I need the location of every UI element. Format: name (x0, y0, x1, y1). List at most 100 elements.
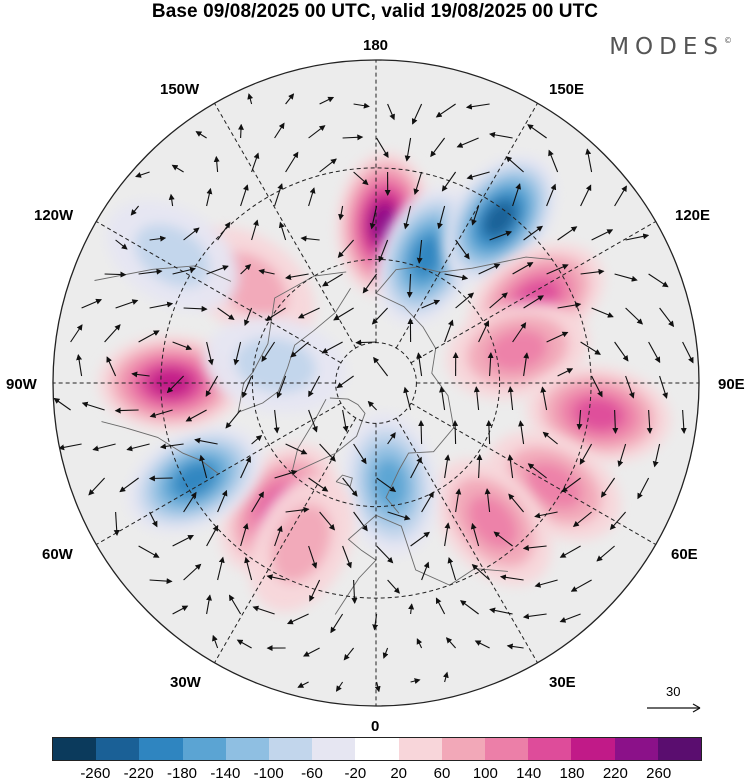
wind-arrow (265, 307, 286, 321)
lon-label-120e: 120E (675, 207, 711, 224)
wind-arrow (244, 307, 253, 327)
wind-arrow (172, 535, 194, 547)
wind-arrow (410, 678, 421, 684)
wind-arrow (183, 227, 200, 241)
wind-arrow (455, 239, 470, 260)
wind-arrow (445, 637, 457, 649)
wind-arrow (228, 594, 242, 615)
wind-arrow (591, 375, 603, 398)
wind-arrow (585, 148, 593, 173)
wind-arrow (126, 443, 150, 452)
wind-arrow (206, 265, 229, 275)
wind-arrow (308, 187, 316, 207)
wind-arrow (559, 545, 581, 558)
wind-arrow (76, 354, 83, 377)
wind-arrow (273, 409, 280, 434)
wind-arrow (308, 545, 318, 569)
wind-arrow (625, 375, 635, 399)
wind-arrow (274, 122, 285, 139)
wind-arrow (473, 386, 480, 411)
wind-arrow (355, 339, 377, 346)
latitude-circle (160, 167, 592, 599)
wind-arrow (149, 301, 174, 309)
coastline (291, 397, 366, 475)
wind-arrow (600, 477, 616, 498)
wind-arrow (421, 491, 434, 513)
wind-arrow (290, 341, 309, 358)
wind-arrow (506, 643, 524, 650)
wind-arrow (522, 613, 547, 620)
wind-arrow (413, 171, 423, 195)
wind-arrow (557, 302, 582, 309)
wind-arrow (70, 324, 83, 343)
meridian (214, 417, 357, 663)
wind-arrow (131, 371, 150, 378)
anomaly-center (98, 336, 243, 430)
colorbar-tick-label: 220 (602, 765, 628, 782)
wind-arrow (114, 407, 139, 414)
colorbar-tick-label: 100 (472, 765, 498, 782)
wind-arrow (251, 491, 264, 513)
wind-arrow (240, 264, 252, 275)
wind-arrow (81, 298, 103, 309)
wind-arrow (53, 397, 71, 411)
wind-arrow (489, 607, 513, 615)
colorbar-segment (528, 738, 572, 760)
lon-label-60e: 60E (671, 546, 698, 563)
wind-arrow (470, 522, 480, 547)
wind-arrow (276, 375, 287, 399)
wind-arrow (274, 183, 284, 207)
wind-arrow (309, 579, 321, 602)
meridian (214, 103, 357, 349)
wind-arrow (240, 184, 249, 207)
wind-arrow (534, 579, 558, 588)
wind-arrow (489, 292, 508, 309)
wind-arrow (542, 431, 558, 445)
colorbar-segment (571, 738, 615, 760)
wind-arrow (435, 597, 446, 615)
wind-arrow (484, 488, 491, 513)
wind-arrow (285, 273, 309, 281)
wind-arrow (404, 137, 412, 162)
wind-arrow (297, 307, 320, 319)
wind-arrow (206, 187, 213, 207)
wind-arrow (499, 574, 524, 581)
wind-arrow (570, 579, 592, 592)
wind-arrow (418, 420, 425, 445)
wind-arrow (614, 341, 629, 362)
wind-arrow (437, 205, 446, 230)
wind-arrow (455, 488, 462, 513)
wind-arrow (489, 230, 513, 241)
wind-arrow (335, 681, 344, 692)
meridian (395, 417, 538, 663)
wind-arrow (507, 454, 514, 479)
wind-arrow (353, 171, 369, 186)
wind-arrow (217, 221, 231, 241)
wind-arrow (149, 511, 158, 528)
wind-arrow (403, 205, 412, 230)
colorbar (52, 737, 702, 761)
wind-arrow (285, 151, 299, 173)
wind-arrow (168, 193, 175, 207)
wind-arrow (236, 639, 252, 649)
wind-arrow (194, 437, 218, 445)
wind-arrow (625, 307, 644, 325)
colorbar-tick-label: 260 (646, 765, 672, 782)
wind-arrow (88, 477, 106, 496)
wind-arrow (308, 409, 318, 433)
wind-arrow (183, 491, 197, 513)
colorbar-tick-label: -220 (123, 765, 154, 782)
wind-arrow (206, 341, 214, 366)
wind-arrow (266, 574, 286, 581)
wind-arrow (336, 375, 354, 389)
wind-arrow (474, 640, 490, 649)
wind-arrow (338, 205, 345, 221)
wind-arrow (149, 578, 173, 585)
colorbar-tick-label: 20 (390, 765, 407, 782)
wind-arrow (115, 239, 128, 250)
wind-arrow (523, 225, 544, 241)
wind-arrow (171, 164, 184, 173)
wind-arrow (382, 647, 389, 659)
wind-arrow (411, 103, 423, 125)
wind-arrow (508, 493, 525, 513)
